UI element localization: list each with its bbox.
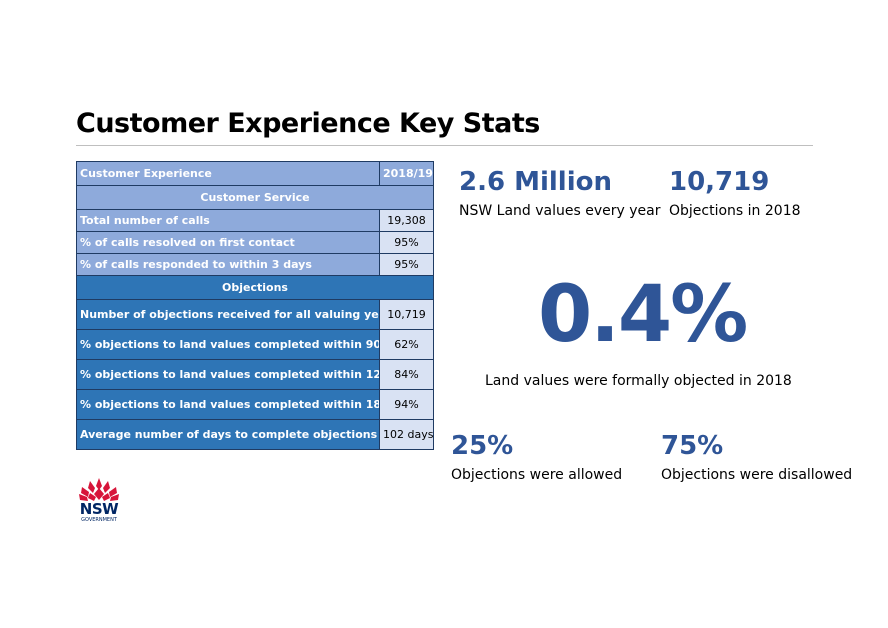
table-row: % objections to land values completed wi… — [76, 329, 434, 360]
objected-percent-caption: Land values were formally objected in 20… — [485, 373, 792, 389]
land-values-stat: 2.6 Million — [459, 167, 613, 197]
row-value: 94% — [379, 389, 434, 420]
table-header-period: 2018/19 — [379, 161, 434, 186]
logo-subtext: GOVERNMENT — [81, 517, 117, 523]
row-value: 62% — [379, 329, 434, 360]
row-value: 102 days — [379, 419, 434, 450]
row-value: 95% — [379, 253, 434, 276]
title-divider — [76, 145, 813, 146]
row-label: % of calls resolved on first contact — [76, 231, 380, 254]
row-label: Number of objections received for all va… — [76, 299, 380, 330]
row-label: % objections to land values completed wi… — [76, 389, 380, 420]
section-header-row: Customer Service — [76, 185, 434, 210]
table-row: % objections to land values completed wi… — [76, 389, 434, 420]
allowed-caption: Objections were allowed — [451, 467, 623, 483]
table-row: Total number of calls 19,308 — [76, 209, 434, 232]
row-label: % objections to land values completed wi… — [76, 359, 380, 390]
table-row: % of calls resolved on first contact 95% — [76, 231, 434, 254]
objected-percent-stat: 0.4% — [538, 270, 748, 360]
row-label: % objections to land values completed wi… — [76, 329, 380, 360]
disallowed-caption: Objections were disallowed — [661, 467, 853, 483]
waratah-logo-icon — [79, 478, 119, 501]
section-header-row: Objections — [76, 275, 434, 300]
page-title: Customer Experience Key Stats — [76, 108, 540, 139]
table-header-label: Customer Experience — [76, 161, 380, 186]
section-title-customer-service: Customer Service — [76, 185, 434, 210]
allowed-stat: 25% — [451, 431, 514, 461]
section-title-objections: Objections — [76, 275, 434, 300]
row-label: % of calls responded to within 3 days — [76, 253, 380, 276]
logo-text: NSW — [79, 500, 119, 518]
objections-caption: Objections in 2018 — [669, 203, 801, 219]
objections-stat: 10,719 — [669, 167, 770, 197]
disallowed-stat: 75% — [661, 431, 724, 461]
row-label: Total number of calls — [76, 209, 380, 232]
table-row: Number of objections received for all va… — [76, 299, 434, 330]
table-row: % objections to land values completed wi… — [76, 359, 434, 390]
table-row: % of calls responded to within 3 days 95… — [76, 253, 434, 276]
table-row: Average number of days to complete objec… — [76, 419, 434, 450]
land-values-caption: NSW Land values every year — [459, 203, 661, 219]
row-value: 10,719 — [379, 299, 434, 330]
row-value: 19,308 — [379, 209, 434, 232]
row-label: Average number of days to complete objec… — [76, 419, 380, 450]
stats-table: Customer Experience 2018/19 Customer Ser… — [76, 161, 434, 450]
row-value: 95% — [379, 231, 434, 254]
table-header-row: Customer Experience 2018/19 — [76, 161, 434, 186]
row-value: 84% — [379, 359, 434, 390]
